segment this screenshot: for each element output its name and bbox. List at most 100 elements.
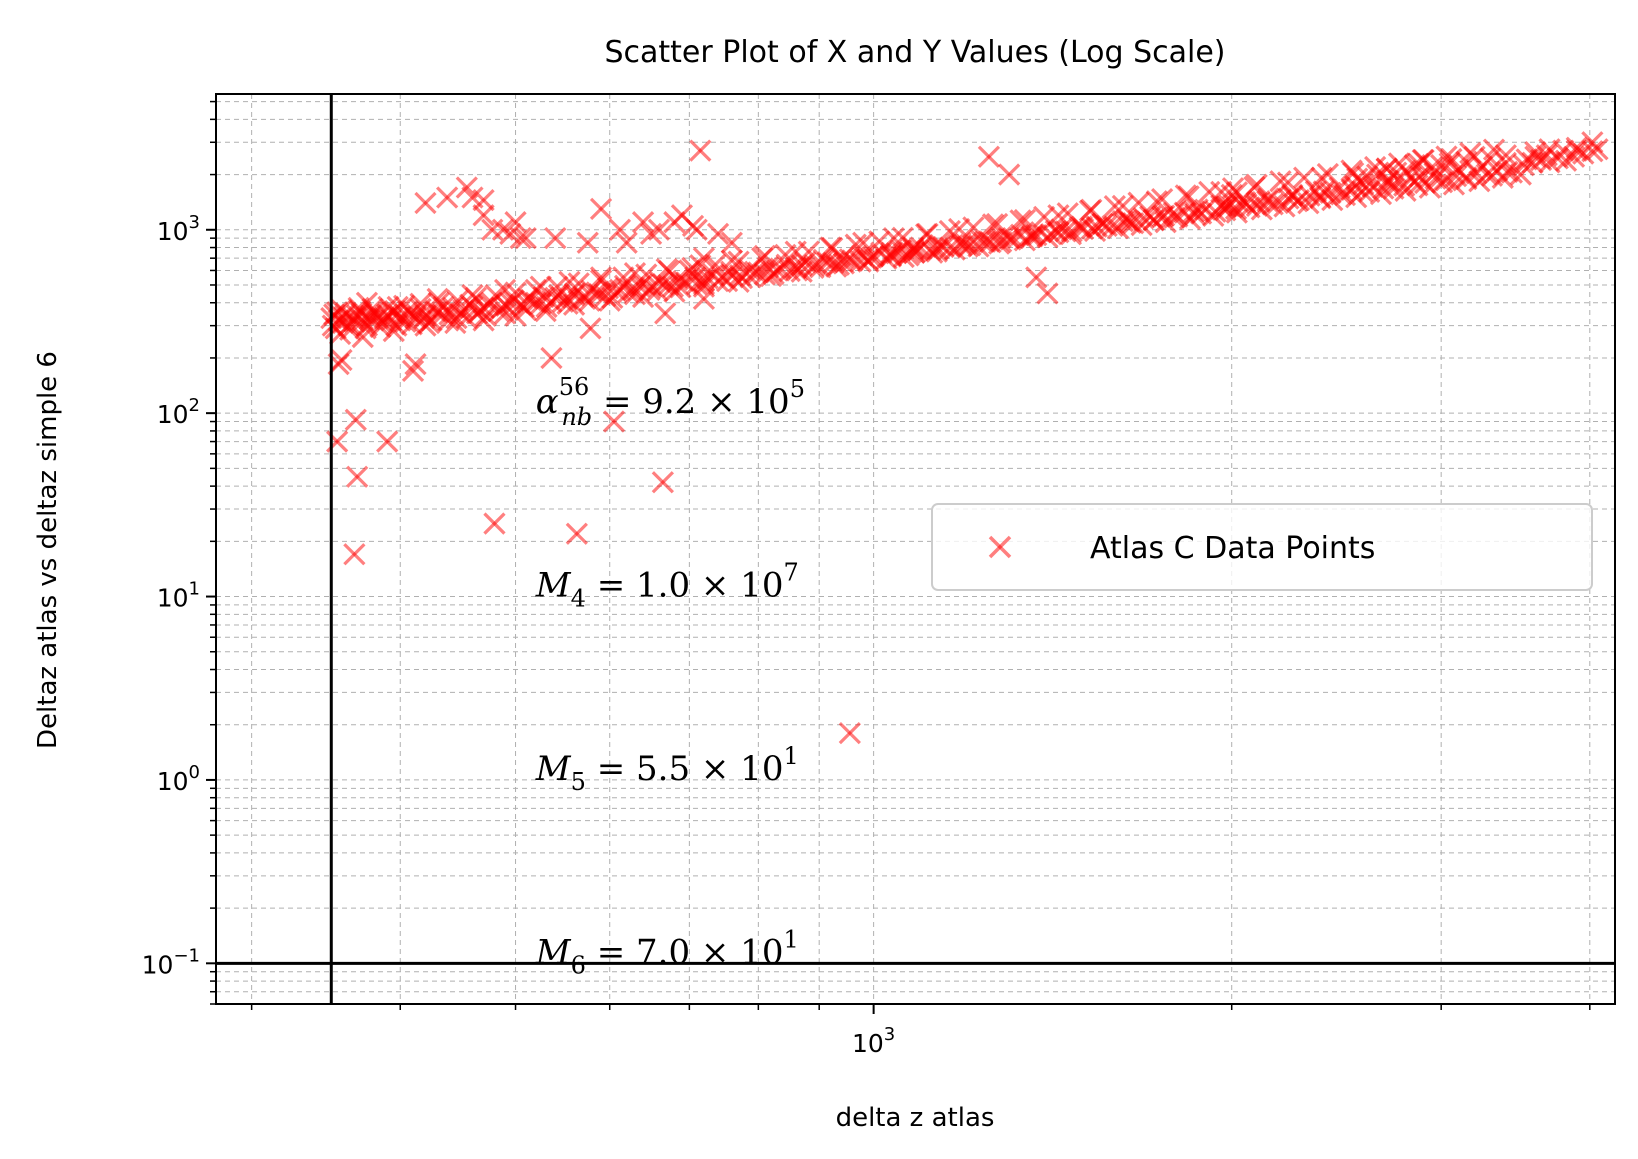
data-point — [663, 280, 686, 303]
data-point — [689, 254, 712, 277]
data-point — [1118, 210, 1141, 233]
x-axis-label: delta z atlas — [836, 1103, 995, 1133]
data-point — [436, 186, 459, 209]
data-point — [902, 236, 925, 259]
data-point — [1025, 266, 1048, 289]
data-point — [414, 191, 437, 215]
data-point — [947, 217, 971, 241]
data-point — [328, 322, 352, 346]
y-tick-label: 100 — [157, 762, 200, 796]
data-point — [431, 303, 454, 326]
data-point — [802, 256, 825, 279]
data-point — [444, 311, 467, 335]
data-point — [540, 346, 563, 370]
data-point — [1297, 192, 1320, 215]
data-point — [426, 287, 449, 310]
data-point — [849, 250, 872, 273]
annotation-text: M5 = 5.5 × 101 — [535, 742, 799, 796]
data-point — [631, 211, 655, 234]
data-point — [617, 281, 640, 304]
data-point — [565, 522, 588, 545]
data-point — [706, 222, 730, 245]
data-point — [631, 285, 655, 309]
reference-lines — [216, 94, 1615, 1004]
data-point — [1047, 204, 1070, 227]
data-point — [838, 721, 861, 745]
data-point — [1217, 194, 1241, 218]
data-point — [759, 264, 783, 288]
data-point — [472, 309, 495, 332]
data-point — [852, 231, 875, 254]
data-point — [562, 293, 586, 316]
data-point — [678, 259, 701, 282]
data-point — [589, 269, 613, 292]
data-point — [558, 270, 581, 293]
data-point — [1106, 217, 1130, 240]
data-point — [720, 231, 743, 254]
data-point — [844, 233, 867, 256]
data-point — [1248, 190, 1271, 213]
data-point — [1151, 205, 1174, 228]
data-point — [1225, 181, 1248, 204]
data-point — [1013, 208, 1036, 232]
data-point — [819, 236, 842, 259]
data-point — [1054, 220, 1077, 243]
data-point — [481, 218, 504, 241]
data-point — [1111, 194, 1134, 218]
data-point — [504, 211, 527, 234]
data-point — [1078, 199, 1102, 222]
data-point — [472, 189, 495, 212]
data-point — [1276, 171, 1300, 194]
data-point — [414, 314, 437, 337]
data-point — [925, 240, 948, 263]
annotation-text: α56 nb = 9.2 × 105 — [536, 373, 805, 431]
data-point — [685, 273, 708, 296]
data-point — [689, 139, 712, 162]
data-point — [1442, 173, 1466, 196]
data-point — [720, 249, 743, 272]
data-point — [386, 295, 409, 318]
data-point — [534, 300, 557, 323]
data-point — [1281, 185, 1304, 208]
data-point — [880, 241, 903, 264]
data-point — [857, 250, 880, 273]
data-point — [825, 255, 848, 278]
data-point — [943, 238, 966, 261]
data-point — [344, 408, 367, 431]
data-point — [651, 471, 674, 494]
data-point — [589, 266, 613, 289]
x-tick-label: 103 — [852, 1024, 895, 1058]
data-points — [320, 131, 1609, 745]
annotation-text: M6 = 7.0 × 101 — [535, 925, 799, 979]
data-point — [1130, 214, 1153, 237]
data-point — [589, 197, 613, 221]
data-point — [493, 278, 517, 302]
data-point — [692, 287, 716, 310]
data-point — [790, 260, 813, 283]
data-point — [1581, 131, 1604, 154]
data-point — [1145, 190, 1168, 213]
data-point — [576, 231, 599, 254]
grid — [216, 94, 1615, 1005]
data-point — [612, 266, 635, 289]
data-point — [1346, 167, 1369, 190]
data-point — [509, 227, 532, 250]
data-point — [346, 465, 369, 488]
data-point — [1059, 223, 1083, 246]
data-point — [623, 262, 647, 285]
data-point — [753, 263, 776, 286]
y-tick-label: 102 — [157, 395, 200, 429]
data-point — [1369, 182, 1393, 206]
data-point — [753, 244, 776, 268]
data-point — [1250, 198, 1273, 221]
data-point — [990, 230, 1013, 253]
data-point — [1430, 154, 1453, 177]
axis-ticks: 103 10−1 100 101 102 103 — [142, 100, 1591, 1058]
y-tick-label: 103 — [157, 212, 200, 246]
y-tick-label: 10−1 — [142, 945, 200, 979]
data-point — [355, 291, 379, 314]
data-point — [967, 235, 990, 258]
data-point — [608, 218, 632, 241]
